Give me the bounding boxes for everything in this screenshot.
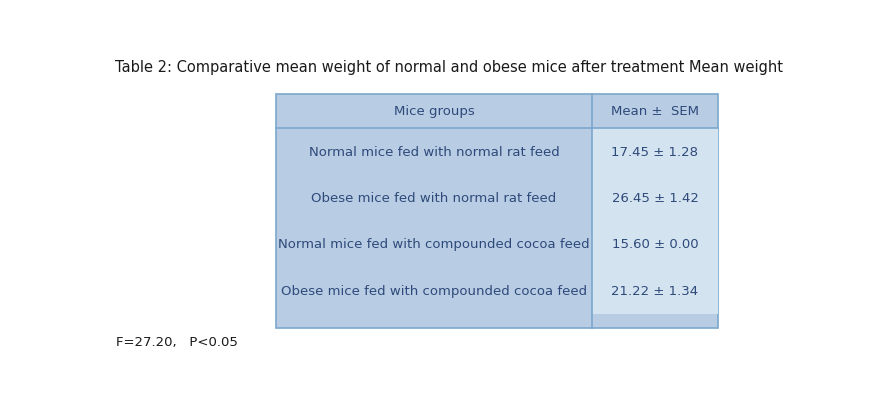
Text: 26.45 ± 1.42: 26.45 ± 1.42 <box>611 191 698 204</box>
FancyBboxPatch shape <box>276 95 718 328</box>
Text: 21.22 ± 1.34: 21.22 ± 1.34 <box>611 284 699 297</box>
Text: Obese mice fed with normal rat feed: Obese mice fed with normal rat feed <box>311 191 557 204</box>
Text: Normal mice fed with normal rat feed: Normal mice fed with normal rat feed <box>309 145 560 158</box>
Text: Mean ±  SEM: Mean ± SEM <box>611 105 699 118</box>
Text: Normal mice fed with compounded cocoa feed: Normal mice fed with compounded cocoa fe… <box>278 238 590 251</box>
FancyBboxPatch shape <box>592 128 718 314</box>
Text: Obese mice fed with compounded cocoa feed: Obese mice fed with compounded cocoa fee… <box>281 284 587 297</box>
Text: 17.45 ± 1.28: 17.45 ± 1.28 <box>611 145 698 158</box>
Text: Table 2: Comparative mean weight of normal and obese mice after treatment Mean w: Table 2: Comparative mean weight of norm… <box>116 60 783 75</box>
Text: 15.60 ± 0.00: 15.60 ± 0.00 <box>611 238 698 251</box>
Text: Mice groups: Mice groups <box>394 105 474 118</box>
Text: F=27.20,   P<0.05: F=27.20, P<0.05 <box>117 335 239 348</box>
